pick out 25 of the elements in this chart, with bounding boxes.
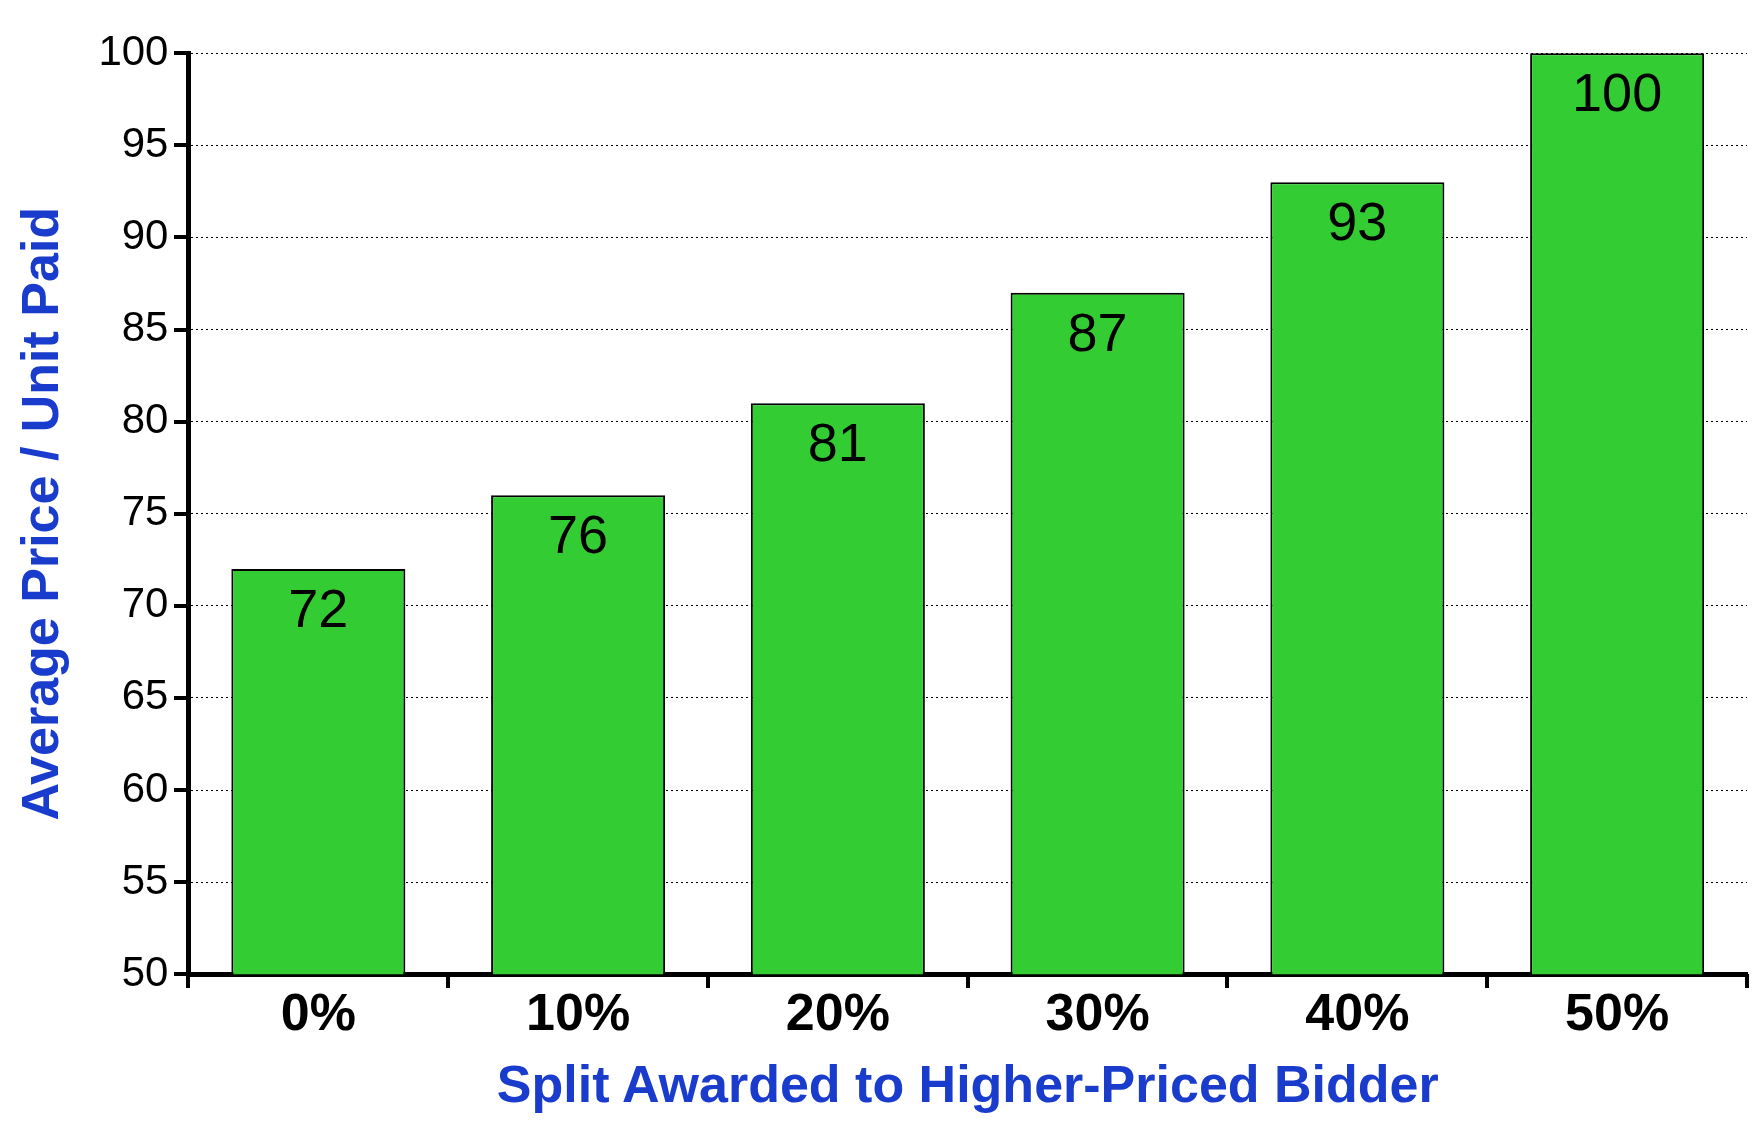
x-tick-label: 40% <box>1305 982 1410 1041</box>
y-tick-label: 70 <box>121 579 169 627</box>
x-tick-label: 0% <box>280 982 356 1041</box>
data-label: 100 <box>1572 62 1663 123</box>
x-tick-label: 20% <box>785 982 890 1041</box>
y-tick-label: 50 <box>121 947 169 995</box>
y-tick-label: 85 <box>121 303 169 351</box>
y-axis-title: Average Price / Unit Paid <box>10 206 69 821</box>
x-tick-label: 10% <box>526 982 631 1041</box>
y-tick-label: 95 <box>121 118 169 166</box>
x-tick-label: 50% <box>1565 982 1670 1041</box>
y-tick-label: 90 <box>121 210 169 258</box>
data-label: 87 <box>1067 301 1128 362</box>
data-label: 72 <box>288 577 349 638</box>
y-tick-label: 65 <box>121 671 169 719</box>
data-label: 76 <box>548 504 609 565</box>
y-tick-label: 80 <box>121 395 169 443</box>
data-label: 93 <box>1327 191 1388 252</box>
y-tick-label: 60 <box>121 763 169 811</box>
y-tick-label: 100 <box>98 26 169 74</box>
data-label: 81 <box>807 412 868 473</box>
y-tick-label: 55 <box>121 855 169 903</box>
y-tick-label: 75 <box>121 487 169 535</box>
x-axis-title: Split Awarded to Higher-Priced Bidder <box>496 1055 1439 1114</box>
x-tick-label: 30% <box>1045 982 1150 1041</box>
